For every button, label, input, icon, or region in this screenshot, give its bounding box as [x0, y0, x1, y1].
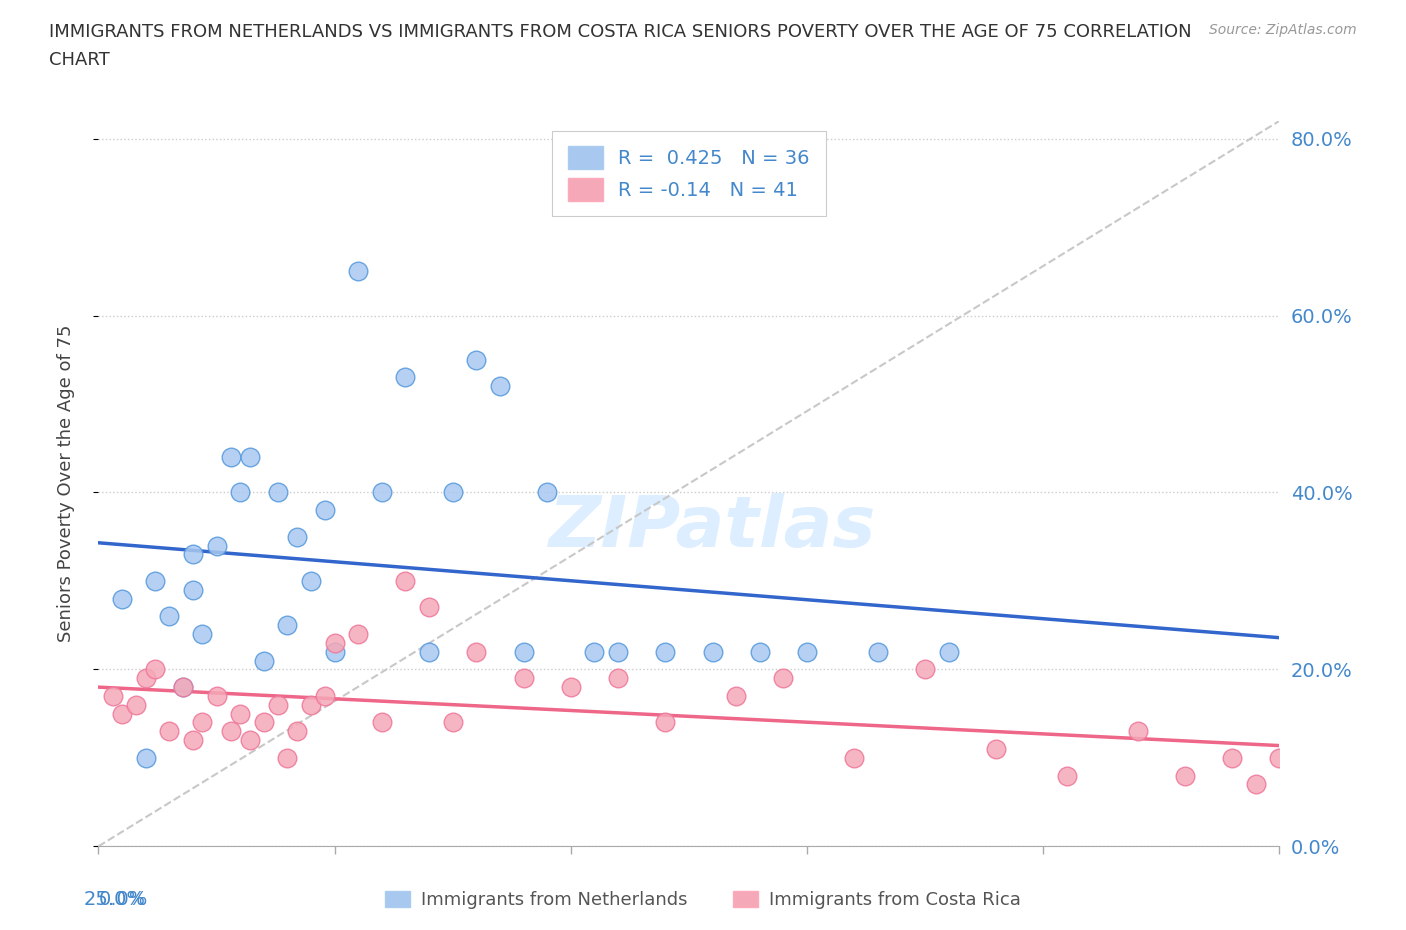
- Point: [465, 352, 488, 367]
- Point: [135, 751, 157, 765]
- Text: 25.0%: 25.0%: [84, 890, 146, 909]
- Point: [607, 671, 630, 685]
- Y-axis label: Seniors Poverty Over the Age of 75: Seniors Poverty Over the Age of 75: [56, 325, 75, 643]
- Point: [394, 574, 416, 589]
- Point: [914, 662, 936, 677]
- Point: [191, 715, 214, 730]
- Point: [314, 503, 336, 518]
- Point: [205, 688, 228, 703]
- Point: [285, 529, 308, 544]
- Point: [772, 671, 794, 685]
- Point: [253, 715, 276, 730]
- Point: [219, 449, 242, 464]
- Point: [938, 644, 960, 659]
- Point: [229, 706, 252, 721]
- Text: IMMIGRANTS FROM NETHERLANDS VS IMMIGRANTS FROM COSTA RICA SENIORS POVERTY OVER T: IMMIGRANTS FROM NETHERLANDS VS IMMIGRANT…: [49, 23, 1192, 41]
- Point: [239, 733, 262, 748]
- Point: [111, 706, 134, 721]
- Point: [143, 662, 166, 677]
- Point: [239, 449, 262, 464]
- Point: [299, 574, 322, 589]
- Point: [285, 724, 308, 738]
- Point: [607, 644, 630, 659]
- Point: [512, 671, 534, 685]
- Point: [205, 538, 228, 553]
- Point: [181, 733, 204, 748]
- Text: 0.0%: 0.0%: [98, 890, 148, 909]
- Legend: Immigrants from Netherlands, Immigrants from Costa Rica: Immigrants from Netherlands, Immigrants …: [378, 884, 1028, 916]
- Point: [267, 485, 290, 500]
- Point: [1220, 751, 1243, 765]
- Point: [135, 671, 157, 685]
- Point: [125, 698, 148, 712]
- Point: [441, 715, 464, 730]
- Point: [181, 582, 204, 597]
- Point: [654, 715, 676, 730]
- Point: [219, 724, 242, 738]
- Point: [267, 698, 290, 712]
- Text: CHART: CHART: [49, 51, 110, 69]
- Point: [418, 644, 440, 659]
- Point: [181, 547, 204, 562]
- Point: [276, 751, 298, 765]
- Point: [394, 370, 416, 385]
- Point: [323, 635, 346, 650]
- Point: [583, 644, 606, 659]
- Point: [1244, 777, 1267, 791]
- Point: [441, 485, 464, 500]
- Point: [371, 715, 394, 730]
- Text: ZIPatlas: ZIPatlas: [548, 493, 876, 562]
- Point: [314, 688, 336, 703]
- Point: [323, 644, 346, 659]
- Point: [796, 644, 818, 659]
- Point: [748, 644, 770, 659]
- Point: [725, 688, 748, 703]
- Point: [157, 609, 180, 624]
- Point: [347, 264, 370, 279]
- Point: [560, 680, 582, 695]
- Point: [191, 627, 214, 642]
- Point: [984, 741, 1007, 756]
- Point: [172, 680, 194, 695]
- Point: [1126, 724, 1149, 738]
- Point: [347, 627, 370, 642]
- Point: [172, 680, 194, 695]
- Point: [418, 600, 440, 615]
- Point: [371, 485, 394, 500]
- Point: [844, 751, 866, 765]
- Point: [512, 644, 534, 659]
- Point: [253, 653, 276, 668]
- Point: [1268, 751, 1291, 765]
- Point: [489, 379, 512, 393]
- Point: [143, 574, 166, 589]
- Point: [1174, 768, 1197, 783]
- Point: [299, 698, 322, 712]
- Legend: R =  0.425   N = 36, R = -0.14   N = 41: R = 0.425 N = 36, R = -0.14 N = 41: [553, 130, 825, 217]
- Point: [276, 618, 298, 632]
- Point: [1056, 768, 1078, 783]
- Point: [866, 644, 889, 659]
- Point: [157, 724, 180, 738]
- Point: [229, 485, 252, 500]
- Point: [536, 485, 558, 500]
- Point: [702, 644, 724, 659]
- Point: [654, 644, 676, 659]
- Point: [101, 688, 124, 703]
- Point: [465, 644, 488, 659]
- Point: [111, 591, 134, 606]
- Text: Source: ZipAtlas.com: Source: ZipAtlas.com: [1209, 23, 1357, 37]
